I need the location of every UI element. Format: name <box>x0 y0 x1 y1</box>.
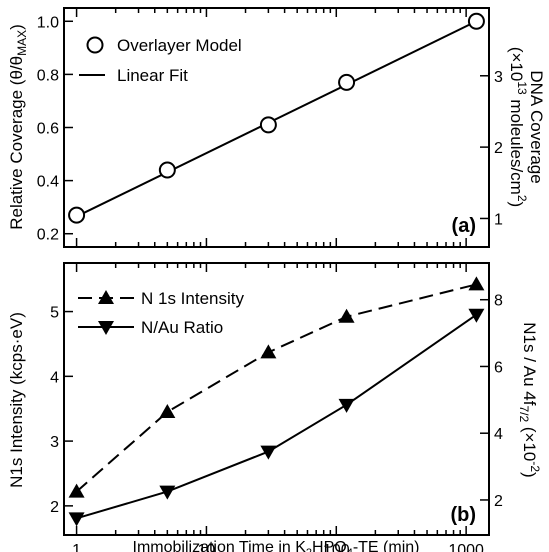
a-y2-tick-label: 1 <box>494 211 503 228</box>
panel-b-frame <box>63 262 490 536</box>
b-y-tick-label: 5 <box>50 305 59 322</box>
a-y-tick-label: 1.0 <box>37 14 59 31</box>
a-y2-tick-label: 3 <box>494 69 503 86</box>
x-tick-label: 10 <box>198 542 216 552</box>
a-y-tick-label: 0.2 <box>37 227 59 244</box>
n-au-ratio-point <box>468 308 485 323</box>
overlayer-model-point <box>68 206 86 224</box>
panel-b-marks <box>68 276 485 527</box>
panel-a: 0.2 0.4 0.6 0.8 1.0 1 2 3 Overlayer Model Linear… <box>7 7 546 248</box>
n1s-intensity-point <box>338 308 355 323</box>
panel-a-ticks: 0.2 0.4 0.6 0.8 1.0 1 2 3 <box>37 8 503 247</box>
n1s-intensity-point <box>468 276 485 291</box>
panel-b-label: (b) <box>450 504 476 526</box>
panel-a-y-axis-label: Relative Coverage (θ/θMAX) <box>7 24 29 230</box>
linear-fit-line <box>76 20 477 218</box>
x-tick-label: 1 <box>72 542 81 552</box>
legend-symbol-overlayer-model <box>86 36 104 54</box>
b-y2-tick-label: 8 <box>494 293 503 310</box>
panel-a-y2-axis-label-line2: (×1013 moleules/cm2) <box>507 47 529 207</box>
a-y-tick-label: 0.6 <box>37 121 59 138</box>
b-y2-tick-label: 2 <box>494 493 503 510</box>
legend-label-n-au-ratio: N/Au Ratio <box>141 318 223 337</box>
n-au-ratio-point <box>338 398 355 413</box>
legend-label-n1s-intensity: N 1s Intensity <box>141 289 244 308</box>
a-y-tick-label: 0.4 <box>37 174 59 191</box>
overlayer-model-point <box>338 73 356 91</box>
a-y-tick-label: 0.8 <box>37 67 59 84</box>
n-au-ratio-point <box>68 512 85 527</box>
x-tick-label: 1000 <box>448 542 484 552</box>
panel-b-ticks: 1 10 100 1000 2 3 4 5 2 4 6 8 <box>50 263 503 552</box>
x-tick-label: 100 <box>323 542 350 552</box>
b-y2-tick-label: 4 <box>494 426 503 443</box>
b-y-tick-label: 2 <box>50 499 59 516</box>
n1s-intensity-point <box>260 344 277 359</box>
n-au-ratio-line <box>76 313 477 520</box>
panel-a-label: (a) <box>452 215 476 237</box>
x-axis-label: Immobilization Time in K2HPO4-TE (min) <box>133 539 420 552</box>
overlayer-model-point <box>259 116 277 134</box>
legend-symbol-n1s-intensity <box>98 290 114 304</box>
a-y2-tick-label: 2 <box>494 140 503 157</box>
n1s-intensity-line <box>75 283 477 493</box>
legend-label-overlayer-model: Overlayer Model <box>117 36 242 55</box>
b-y2-tick-label: 6 <box>494 359 503 376</box>
n1s-intensity-point <box>159 403 176 418</box>
n-au-ratio-point <box>260 445 277 460</box>
overlayer-model-point <box>158 161 176 179</box>
panel-a-legend: Overlayer Model Linear Fit <box>79 36 242 85</box>
panel-b: 1 10 100 1000 2 3 4 5 2 4 6 8 N 1s Intensity N/Au Ra… <box>7 262 542 552</box>
panel-b-y2-axis-label: N1s / Au 4f7/2 (×10-2) <box>517 322 542 477</box>
n-au-ratio-point <box>159 485 176 500</box>
legend-symbol-n-au-ratio <box>98 321 114 335</box>
legend-label-linear-fit: Linear Fit <box>117 66 188 85</box>
n1s-intensity-point <box>68 483 85 498</box>
panel-b-y-axis-label: N1s Intensity (kcps·eV) <box>7 312 26 488</box>
overlayer-model-point <box>467 12 485 30</box>
panel-a-marks <box>68 12 485 224</box>
panel-a-y2-axis-label-line1: DNA Coverage <box>527 70 546 183</box>
b-y-tick-label: 3 <box>50 434 59 451</box>
b-y-tick-label: 4 <box>50 369 59 386</box>
panel-b-legend: N 1s Intensity N/Au Ratio <box>78 289 244 337</box>
